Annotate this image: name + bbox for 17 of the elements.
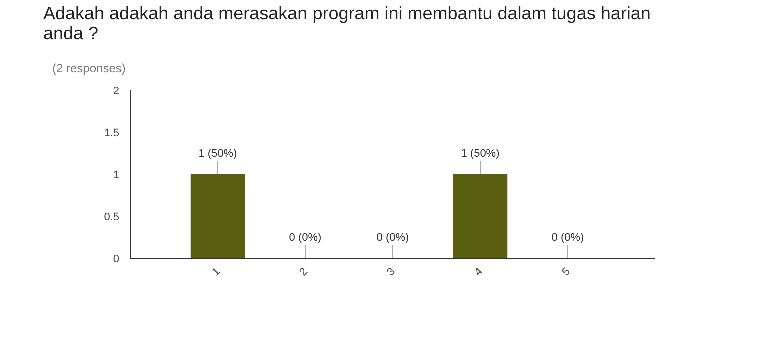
x-tick-label: 3 bbox=[385, 266, 398, 279]
y-tick-label: 1.5 bbox=[104, 128, 120, 140]
data-label: 0 (0%) bbox=[552, 232, 584, 244]
y-tick-label: 0 bbox=[113, 254, 120, 266]
x-tick-label: 1 bbox=[210, 266, 223, 279]
data-label: 0 (0%) bbox=[289, 232, 322, 244]
chart-title: Adakah adakah anda merasakan program ini membantu dalam tugas harian anda ? bbox=[44, 4, 651, 44]
data-label: 1 (50%) bbox=[461, 148, 500, 160]
x-tick-label: 2 bbox=[298, 266, 310, 279]
y-tick-label: 1 bbox=[113, 170, 120, 182]
y-tick-label: 0.5 bbox=[104, 212, 120, 224]
chart-subtitle: (2 responses) bbox=[52, 62, 126, 76]
data-label: 1 (50%) bbox=[198, 148, 238, 160]
x-tick-label: 5 bbox=[560, 266, 573, 279]
x-tick-label: 4 bbox=[472, 266, 486, 279]
data-label: 0 (0%) bbox=[376, 232, 410, 244]
y-tick-label: 2 bbox=[113, 86, 120, 98]
